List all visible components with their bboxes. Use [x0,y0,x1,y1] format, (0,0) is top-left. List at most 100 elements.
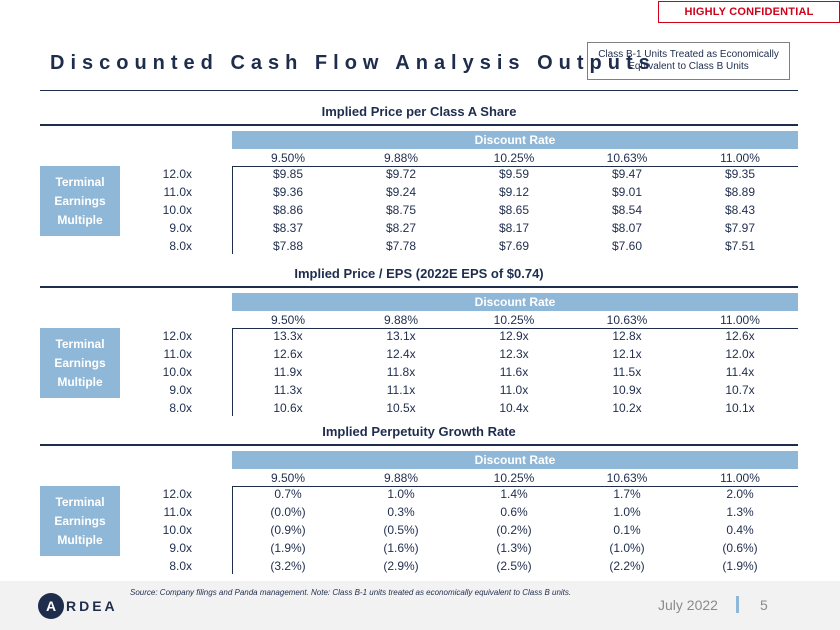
terminal-earnings-multiple-label: Terminal Earnings Multiple [40,328,120,398]
table-cell: 11.9x [273,365,303,379]
header-underline [232,486,798,487]
row-multiple-label: 9.0x [169,221,192,235]
table-cell: 11.1x [386,383,416,397]
table-row: 11.0x $9.36 $9.24 $9.12 $9.01 $8.89 [130,185,798,203]
logo-wordmark: RDEA [66,598,118,614]
table-cell: $9.35 [724,167,756,181]
row-multiple-label: 11.0x [163,505,192,519]
row-multiple-label: 10.0x [162,365,192,379]
row-multiple-label: 8.0x [169,239,192,253]
assumption-note-box: Class B-1 Units Treated as Economically … [587,42,790,80]
table-row: 12.0x $9.85 $9.72 $9.59 $9.47 $9.35 [130,167,798,185]
table-cell: $7.88 [272,239,304,253]
table-cell: $7.51 [724,239,756,253]
row-multiple-label: 12.0x [162,487,192,501]
table-cell: $7.60 [611,239,643,253]
table-row: 9.0x 11.3x 11.1x 11.0x 10.9x 10.7x [130,383,798,401]
column-header: 9.88% [383,313,419,327]
table-cell: 10.4x [499,401,529,415]
table-cell: 10.1x [725,401,755,415]
table-cell: 11.5x [612,365,642,379]
table-cell: (3.2%) [270,559,306,573]
table-cell: 0.6% [500,505,528,519]
table-cell: $8.07 [611,221,643,235]
table-cell: $8.27 [385,221,417,235]
table-cell: (1.6%) [383,541,419,555]
table-cell: 1.4% [500,487,528,501]
table-cell: $9.12 [498,185,530,199]
table-cell: 12.4x [386,347,416,361]
table-cell: 2.0% [726,487,754,501]
column-header: 11.00% [720,471,760,485]
table-cell: 11.4x [725,365,755,379]
column-header: 10.63% [606,313,648,327]
table-cell: 0.1% [613,523,641,537]
column-header: 10.25% [493,313,535,327]
row-multiple-label: 9.0x [169,541,192,555]
table-cell: (0.9%) [270,523,306,537]
table-cell: (2.9%) [383,559,419,573]
table-row: 12.0x 13.3x 13.1x 12.9x 12.8x 12.6x [130,329,798,347]
table-row: 10.0x $8.86 $8.75 $8.65 $8.54 $8.43 [130,203,798,221]
table-top-rule [40,124,798,126]
table-cell: (1.9%) [722,559,758,573]
table-cell: $9.36 [272,185,304,199]
table-cell: 10.5x [386,401,416,415]
table-cell: 10.2x [612,401,642,415]
table-cell: (1.3%) [496,541,532,555]
column-header: 10.63% [606,151,648,165]
column-header: 9.50% [270,471,306,485]
terminal-earnings-multiple-label: Terminal Earnings Multiple [40,166,120,236]
table-title: Implied Price / EPS (2022E EPS of $0.74) [294,266,544,281]
table-cell: (0.6%) [722,541,758,555]
table-cell: 1.0% [613,505,641,519]
side-label-line: Terminal [55,336,105,351]
table-cell: (0.0%) [270,505,306,519]
table-cell: 11.0x [499,383,529,397]
footer-date: July 2022 [658,597,718,613]
discount-rate-header: Discount Rate [232,293,798,311]
discount-rate-header: Discount Rate [232,131,798,149]
table-cell: 11.3x [273,383,303,397]
side-label-line: Terminal [55,494,105,509]
table-cell: $7.78 [385,239,417,253]
footer-divider [736,596,739,613]
table-row: 10.0x (0.9%) (0.5%) (0.2%) 0.1% 0.4% [130,523,798,541]
table-cell: $7.97 [724,221,756,235]
row-multiple-label: 10.0x [162,203,192,217]
row-multiple-label: 8.0x [169,559,192,573]
row-multiple-label: 12.0x [162,167,192,181]
column-header: 9.50% [270,313,306,327]
table-cell: $8.65 [498,203,530,217]
header-underline [232,166,798,167]
table-row: 11.0x (0.0%) 0.3% 0.6% 1.0% 1.3% [130,505,798,523]
table-cell: $8.75 [385,203,417,217]
side-label-line: Earnings [54,513,106,528]
column-header: 10.25% [493,471,535,485]
page-title: Discounted Cash Flow Analysis Outputs [50,52,656,74]
table-row: 10.0x 11.9x 11.8x 11.6x 11.5x 11.4x [130,365,798,383]
table-cell: 11.6x [499,365,529,379]
table-row: 9.0x $8.37 $8.27 $8.17 $8.07 $7.97 [130,221,798,239]
table-cell: (2.2%) [609,559,645,573]
row-axis-line [232,328,233,416]
side-label-line: Multiple [57,532,103,547]
column-header: 9.88% [383,471,419,485]
table-cell: 12.6x [273,347,303,361]
column-header: 9.50% [270,151,306,165]
table-cell: $8.37 [272,221,304,235]
table-cell: 12.8x [612,329,642,343]
table-row: 11.0x 12.6x 12.4x 12.3x 12.1x 12.0x [130,347,798,365]
table-row: 8.0x 10.6x 10.5x 10.4x 10.2x 10.1x [130,401,798,419]
table-cell: 12.9x [499,329,529,343]
table-cell: 13.1x [386,329,416,343]
table-cell: 12.1x [612,347,642,361]
side-label-line: Terminal [55,174,105,189]
row-multiple-label: 12.0x [162,329,192,343]
table-cell: $8.17 [498,221,530,235]
table-cell: 1.0% [387,487,415,501]
table-cell: $9.01 [611,185,643,199]
table-cell: $9.72 [385,167,417,181]
table-cell: 0.7% [274,487,302,501]
title-divider [40,90,798,91]
